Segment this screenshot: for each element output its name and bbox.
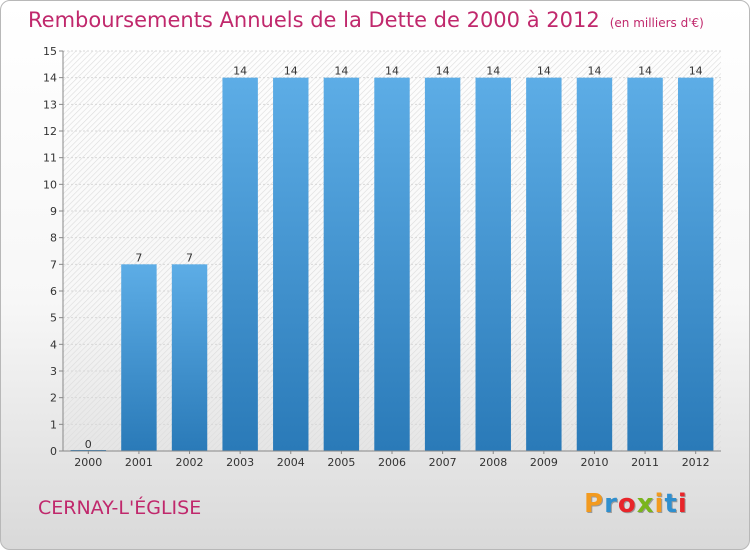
y-tick-label: 9	[50, 205, 57, 218]
y-tick-label: 6	[50, 285, 57, 298]
bar	[222, 77, 258, 452]
chart-title-text: Remboursements Annuels de la Dette de 20…	[28, 8, 600, 32]
x-tick-label: 2010	[580, 456, 608, 469]
logo-letter: i	[654, 489, 665, 519]
data-label: 14	[233, 65, 247, 78]
bar	[677, 77, 714, 452]
chart-unit: (en milliers d'€)	[609, 16, 704, 30]
data-label: 14	[587, 65, 601, 78]
y-tick-label: 11	[43, 152, 57, 165]
bar	[121, 264, 157, 451]
y-tick-label: 0	[50, 445, 57, 458]
bar	[424, 77, 461, 452]
logo-letter: o	[617, 489, 637, 519]
y-tick-label: 1	[50, 418, 57, 431]
bar	[171, 264, 208, 451]
chart-title: Remboursements Annuels de la Dette de 20…	[28, 8, 704, 32]
y-tick-label: 14	[43, 72, 57, 85]
y-tick-label: 4	[50, 338, 57, 351]
x-tick-label: 2011	[631, 456, 659, 469]
bar	[627, 77, 663, 452]
y-tick-label: 8	[50, 232, 57, 245]
data-label: 7	[186, 251, 193, 264]
bar	[323, 77, 360, 452]
bar	[576, 77, 613, 452]
commune-name: CERNAY-L'ÉGLISE	[38, 497, 202, 519]
data-label: 14	[284, 65, 298, 78]
bar	[475, 77, 511, 452]
x-tick-label: 2004	[277, 456, 305, 469]
y-tick-label: 7	[50, 258, 57, 271]
logo-letter: t	[664, 489, 678, 519]
y-tick-label: 12	[43, 125, 57, 138]
data-label: 14	[638, 65, 652, 78]
x-tick-label: 2008	[479, 456, 507, 469]
y-tick-label: 13	[43, 98, 57, 111]
x-tick-label: 2012	[682, 456, 710, 469]
x-tick-label: 2002	[176, 456, 204, 469]
logo-letter: i	[677, 489, 688, 519]
data-label: 7	[135, 251, 142, 264]
y-tick-label: 15	[43, 45, 57, 58]
x-tick-label: 2007	[429, 456, 457, 469]
y-tick-label: 5	[50, 312, 57, 325]
logo-letter: P	[584, 489, 605, 519]
data-label: 14	[334, 65, 348, 78]
bar	[526, 77, 562, 452]
x-tick-label: 2000	[74, 456, 102, 469]
x-tick-label: 2005	[327, 456, 355, 469]
bar	[374, 77, 410, 452]
logo-letter: r	[604, 489, 618, 519]
logo-letter: x	[636, 489, 655, 519]
data-label: 14	[486, 65, 500, 78]
x-tick-label: 2001	[125, 456, 153, 469]
data-label: 14	[537, 65, 551, 78]
y-tick-label: 3	[50, 365, 57, 378]
x-tick-label: 2009	[530, 456, 558, 469]
y-tick-label: 10	[43, 178, 57, 191]
data-label: 14	[689, 65, 703, 78]
data-label: 14	[436, 65, 450, 78]
data-label: 14	[385, 65, 399, 78]
proxiti-logo: Proxiti	[584, 489, 688, 519]
x-tick-label: 2006	[378, 456, 406, 469]
data-label: 0	[85, 438, 92, 451]
bar	[273, 77, 309, 452]
x-tick-label: 2003	[226, 456, 254, 469]
y-tick-label: 2	[50, 392, 57, 405]
